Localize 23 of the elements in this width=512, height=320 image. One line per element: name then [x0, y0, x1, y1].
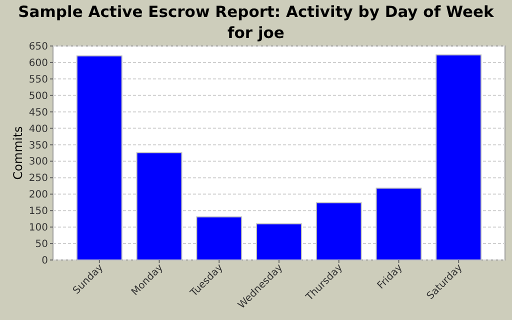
y-tick-label: 200 — [28, 190, 48, 201]
y-tick-label: 0 — [42, 256, 48, 266]
y-tick-label: 350 — [28, 140, 48, 152]
y-tick-label: 100 — [28, 222, 48, 234]
y-tick-label: 400 — [28, 124, 48, 135]
bar — [136, 152, 182, 260]
y-tick-label: 150 — [28, 206, 48, 218]
y-tick-label: 450 — [28, 107, 48, 118]
y-axis-title: Commits — [11, 126, 25, 180]
y-tick-label: 50 — [35, 239, 48, 250]
bar — [436, 54, 482, 260]
y-tick-label: 300 — [28, 156, 48, 168]
y-tick-label: 550 — [28, 74, 48, 86]
bar — [256, 223, 302, 260]
bar — [76, 55, 122, 260]
y-tick-label: 250 — [28, 173, 48, 184]
bar — [316, 202, 362, 260]
bar — [196, 216, 242, 260]
y-tick-label: 500 — [28, 90, 48, 102]
bar — [376, 188, 422, 260]
y-tick-label: 600 — [28, 58, 48, 69]
y-tick-label: 650 — [28, 42, 48, 52]
chart-title: Sample Active Escrow Report: Activity by Day of Week for joe — [18, 3, 495, 42]
